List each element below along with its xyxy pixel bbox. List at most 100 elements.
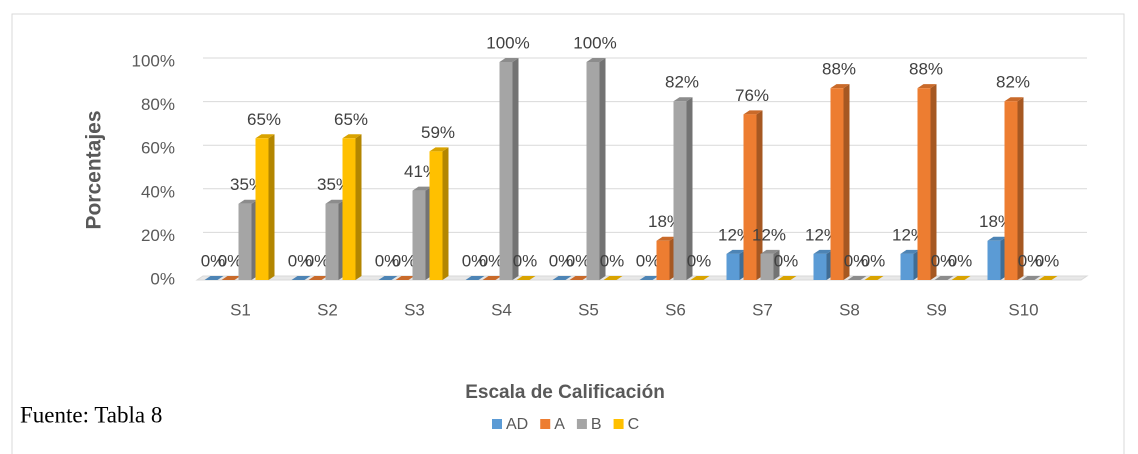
data-label: 0% xyxy=(566,251,591,270)
bar-top xyxy=(378,276,398,280)
bar-top xyxy=(656,236,676,241)
data-label: 100% xyxy=(573,33,616,52)
x-tick-label: S2 xyxy=(317,300,338,319)
data-label: 0% xyxy=(549,251,574,270)
x-tick-label: S1 xyxy=(230,300,251,319)
bar-top xyxy=(482,276,502,280)
bar-top xyxy=(987,236,1007,241)
data-label: 88% xyxy=(822,60,856,79)
bar-top xyxy=(1038,276,1058,280)
legend-label: B xyxy=(591,416,602,433)
bar-side xyxy=(930,84,937,280)
bar-side xyxy=(1017,97,1024,281)
data-label: 82% xyxy=(996,73,1030,92)
bar-side xyxy=(268,134,275,280)
bar-top xyxy=(221,276,241,280)
bar-top xyxy=(864,276,884,280)
y-tick-label: 40% xyxy=(141,182,175,201)
y-tick-label: 20% xyxy=(141,226,175,245)
bar-top xyxy=(308,276,328,280)
x-tick-label: S4 xyxy=(491,300,512,319)
data-label: 65% xyxy=(247,110,281,129)
data-label: 0% xyxy=(218,251,243,270)
legend-swatch xyxy=(540,419,551,429)
bar-top xyxy=(499,58,519,62)
bar xyxy=(917,88,931,280)
bar xyxy=(429,151,443,280)
legend-label: C xyxy=(628,416,640,433)
data-label: 0% xyxy=(636,251,661,270)
bar xyxy=(255,138,269,280)
x-tick-label: S8 xyxy=(839,300,860,319)
x-tick-label: S7 xyxy=(752,300,773,319)
bar-side xyxy=(599,58,606,280)
bar xyxy=(499,62,513,280)
x-axis-title: Escala de Calificación xyxy=(465,382,665,403)
data-label: 59% xyxy=(421,123,455,142)
data-label: 0% xyxy=(479,251,504,270)
bar-top xyxy=(1004,97,1024,102)
y-tick-label: 80% xyxy=(141,95,175,114)
bar-top xyxy=(726,249,746,254)
bar-top xyxy=(238,199,258,204)
bar-side xyxy=(686,97,693,281)
bar-top xyxy=(917,84,937,89)
bar-top xyxy=(291,276,311,280)
bar-top xyxy=(412,186,432,191)
data-label: 0% xyxy=(844,251,869,270)
bar-top xyxy=(690,276,710,280)
data-label: 100% xyxy=(486,33,529,52)
data-label: 82% xyxy=(665,73,699,92)
data-label: 0% xyxy=(201,251,226,270)
legend-swatch xyxy=(492,419,502,429)
bar-top xyxy=(639,276,659,280)
bar-side xyxy=(756,110,763,280)
bar-side xyxy=(512,58,519,280)
bar xyxy=(673,101,687,281)
legend-swatch xyxy=(613,419,624,429)
data-label: 0% xyxy=(392,251,417,270)
x-tick-label: S5 xyxy=(578,300,599,319)
bar-top xyxy=(673,97,693,102)
data-label: 88% xyxy=(909,60,943,79)
data-label: 0% xyxy=(774,251,799,270)
bar-top xyxy=(900,249,920,254)
bar-top xyxy=(847,276,867,280)
bar-top xyxy=(569,276,589,280)
data-label: 0% xyxy=(1018,251,1043,270)
y-tick-label: 0% xyxy=(150,269,175,288)
bar-top xyxy=(760,249,780,254)
bar xyxy=(900,253,914,280)
data-label: 0% xyxy=(462,251,487,270)
data-label: 0% xyxy=(1035,251,1060,270)
bar-top xyxy=(552,276,572,280)
data-label: 0% xyxy=(861,251,886,270)
legend-label: A xyxy=(554,416,565,433)
bar xyxy=(987,240,1001,280)
bar-top xyxy=(1021,276,1041,280)
bar-top xyxy=(465,276,485,280)
bar-side xyxy=(442,147,449,280)
bar-top xyxy=(830,84,850,89)
legend-label: AD xyxy=(506,416,528,433)
data-label: 0% xyxy=(288,251,313,270)
x-tick-label: S9 xyxy=(926,300,947,319)
bar xyxy=(325,203,339,280)
x-tick-label: S3 xyxy=(404,300,425,319)
bar-top xyxy=(204,276,224,280)
bar-top xyxy=(743,110,763,115)
bar-side xyxy=(843,84,850,280)
data-label: 0% xyxy=(305,251,330,270)
data-label: 0% xyxy=(375,251,400,270)
bar-top xyxy=(603,276,623,280)
bar-side xyxy=(355,134,362,280)
bar xyxy=(342,138,356,280)
bar-top xyxy=(934,276,954,280)
bar-top xyxy=(255,134,275,139)
bar-side xyxy=(773,249,780,280)
y-tick-label: 100% xyxy=(132,51,175,70)
bar xyxy=(830,88,844,280)
bar xyxy=(743,114,757,280)
bar xyxy=(412,190,426,280)
